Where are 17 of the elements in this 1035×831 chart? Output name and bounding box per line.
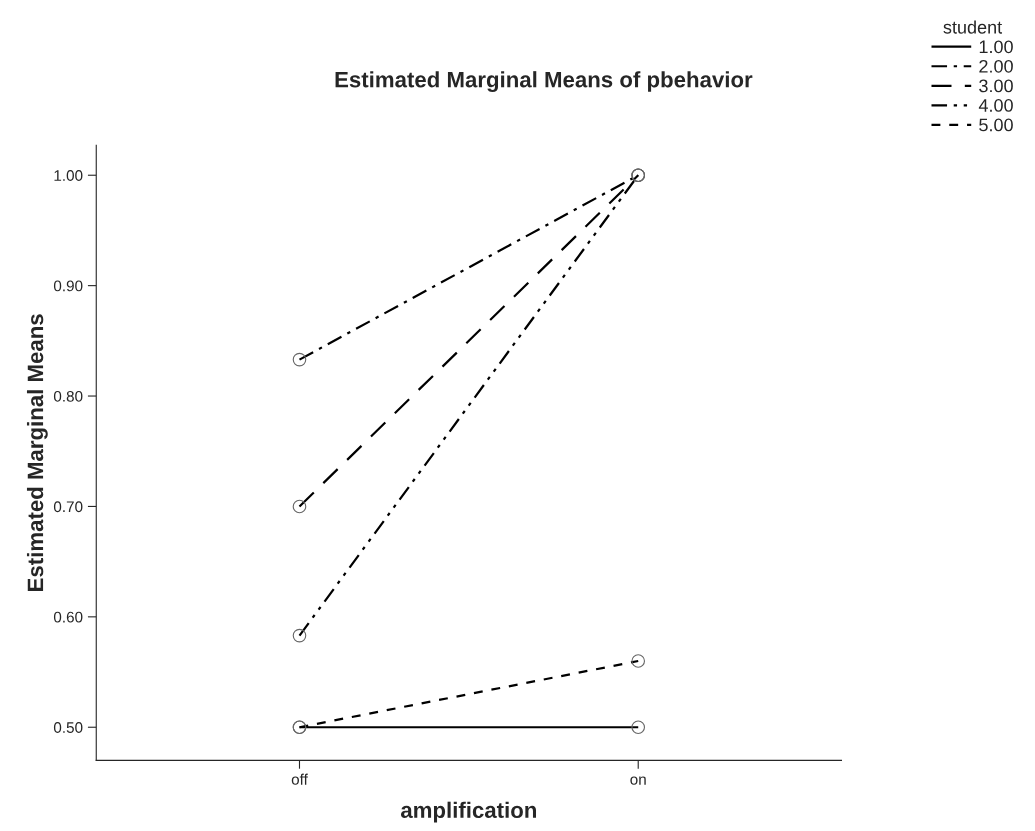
legend-label: 3.00 (979, 79, 1013, 93)
x-tick-label: on (630, 776, 646, 785)
y-axis-title: Estimated Marginal Means (26, 314, 48, 591)
x-axis-title: amplification (400, 801, 537, 823)
legend-label: 1.00 (979, 40, 1013, 54)
legend-title: student (943, 20, 1003, 34)
y-tick-label: 0.90 (53, 280, 83, 292)
y-tick-label: 0.70 (53, 501, 83, 513)
y-tick-label: 1.00 (54, 170, 83, 181)
x-tick-label: off (291, 773, 308, 785)
y-tick-label: 0.50 (53, 722, 83, 733)
y-tick-label: 0.60 (53, 611, 83, 623)
legend-label: 5.00 (979, 118, 1013, 132)
legend-label: 4.00 (978, 99, 1013, 112)
legend-label: 2.00 (979, 59, 1013, 73)
y-tick-label: 0.80 (53, 390, 83, 402)
chart-title: Estimated Marginal Means of pbehavior (335, 71, 753, 92)
